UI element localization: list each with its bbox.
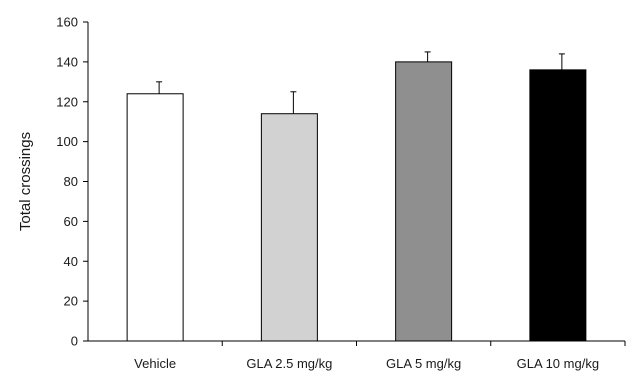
bar <box>126 93 184 342</box>
category-label: GLA 2.5 mg/kg <box>246 356 332 371</box>
y-tick-label: 0 <box>71 334 78 349</box>
bar <box>260 113 318 342</box>
error-bars-group <box>156 51 565 114</box>
category-label: Vehicle <box>134 356 176 371</box>
y-tick-label: 140 <box>56 54 78 69</box>
bar <box>529 69 587 342</box>
bars-group <box>126 61 587 342</box>
y-tick-label: 60 <box>64 214 78 229</box>
y-tick-label: 40 <box>64 254 78 269</box>
y-tick-label: 160 <box>56 15 78 30</box>
y-tick-label: 20 <box>64 294 78 309</box>
category-label: GLA 5 mg/kg <box>386 356 461 371</box>
bar <box>395 61 453 342</box>
category-labels: Vehicle GLA 2.5 mg/kg GLA 5 mg/kg GLA 10 mg… <box>134 341 626 371</box>
y-axis-title: Total crossings <box>17 132 34 231</box>
y-tick-label: 100 <box>56 134 78 149</box>
category-label: GLA 10 mg/kg <box>517 356 599 371</box>
y-tick-label: 80 <box>64 174 78 189</box>
y-tick-label: 120 <box>56 94 78 109</box>
y-axis-ticks: 0 20 40 60 80 100 120 140 160 <box>56 15 88 349</box>
